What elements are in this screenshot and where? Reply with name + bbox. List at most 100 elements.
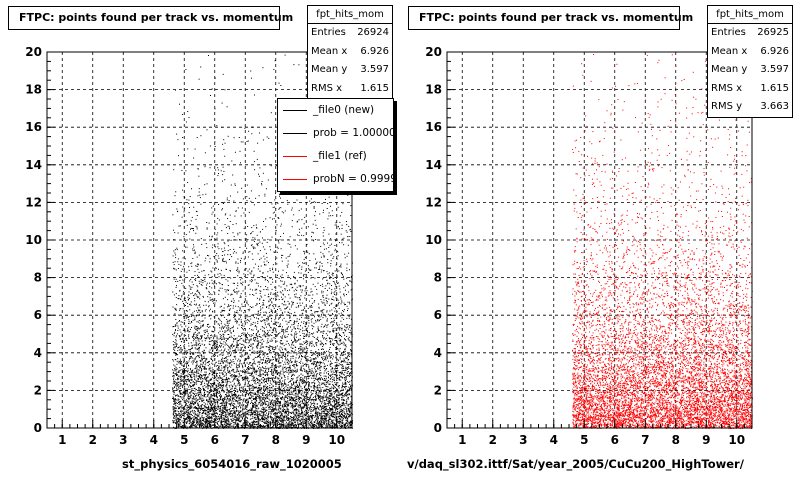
data-point [295, 340, 297, 342]
data-point [271, 370, 272, 372]
data-point [304, 387, 306, 388]
data-point [195, 372, 197, 373]
data-point [350, 350, 352, 352]
data-point [221, 377, 223, 379]
data-point [228, 371, 230, 373]
data-point [185, 375, 187, 377]
data-point [201, 414, 203, 416]
data-point [222, 333, 224, 335]
data-point [316, 261, 318, 263]
data-point [349, 401, 351, 403]
data-point [304, 398, 306, 400]
data-point [317, 411, 319, 413]
data-point [261, 387, 263, 389]
data-point [317, 326, 319, 328]
data-point [255, 402, 257, 404]
data-point [270, 413, 272, 415]
data-point [221, 337, 223, 339]
data-point [329, 347, 331, 348]
data-point [172, 372, 174, 373]
data-point [323, 415, 325, 417]
data-point [321, 283, 323, 285]
data-point [291, 392, 293, 394]
data-point [227, 320, 229, 322]
data-point [228, 362, 230, 364]
data-point [185, 299, 186, 301]
data-point [255, 409, 257, 411]
data-point [274, 420, 276, 422]
data-point [324, 378, 325, 379]
data-point [212, 338, 214, 340]
data-point [336, 397, 338, 398]
data-point [175, 415, 177, 417]
data-point [259, 348, 261, 350]
data-point [195, 408, 197, 409]
data-point [256, 346, 258, 348]
data-point [202, 282, 204, 284]
data-point [249, 388, 251, 390]
data-point [293, 410, 295, 412]
data-point [227, 416, 229, 418]
data-point [205, 425, 207, 427]
data-point [206, 288, 208, 290]
data-point [298, 413, 300, 415]
data-point [335, 317, 337, 319]
data-point [274, 390, 276, 392]
data-point [268, 403, 270, 405]
data-point [225, 415, 227, 417]
data-point [177, 388, 179, 390]
data-point [255, 423, 257, 425]
data-point [275, 366, 277, 368]
data-point [256, 397, 257, 399]
data-point [281, 413, 283, 414]
data-point [291, 226, 293, 228]
data-point [306, 363, 308, 365]
data-point [321, 416, 323, 418]
data-point [173, 406, 175, 408]
data-point [174, 349, 176, 351]
data-point [328, 395, 330, 397]
data-point [243, 377, 245, 379]
data-point [274, 380, 276, 382]
data-point [175, 405, 177, 406]
data-point [245, 371, 247, 373]
data-point [243, 340, 245, 342]
data-point [287, 256, 289, 258]
data-point [222, 174, 224, 176]
data-point [293, 382, 295, 384]
data-point [288, 321, 290, 323]
data-point [243, 398, 245, 400]
data-point [239, 396, 241, 398]
data-point [192, 392, 194, 394]
data-point [310, 306, 312, 308]
data-point [330, 404, 332, 406]
data-point [291, 220, 293, 222]
data-point [302, 337, 304, 339]
data-point [322, 296, 324, 298]
data-point [230, 404, 232, 406]
data-point [302, 416, 304, 418]
data-point [339, 329, 341, 331]
data-point [178, 370, 180, 371]
data-point [254, 372, 256, 374]
data-point [300, 329, 302, 331]
data-point [320, 389, 322, 391]
data-point [324, 400, 326, 402]
data-point [198, 264, 200, 266]
data-point [328, 233, 330, 235]
data-point [314, 369, 316, 371]
data-point [253, 339, 255, 341]
data-point [267, 393, 269, 395]
data-point [265, 395, 266, 396]
data-point [175, 269, 177, 271]
data-point [341, 336, 343, 338]
data-point [272, 351, 274, 353]
data-point [199, 294, 201, 296]
data-point [197, 327, 199, 329]
data-point [294, 425, 296, 427]
data-point [257, 331, 259, 333]
data-point [213, 326, 214, 328]
data-point [297, 352, 299, 354]
data-point [197, 402, 199, 404]
data-point [207, 385, 209, 387]
